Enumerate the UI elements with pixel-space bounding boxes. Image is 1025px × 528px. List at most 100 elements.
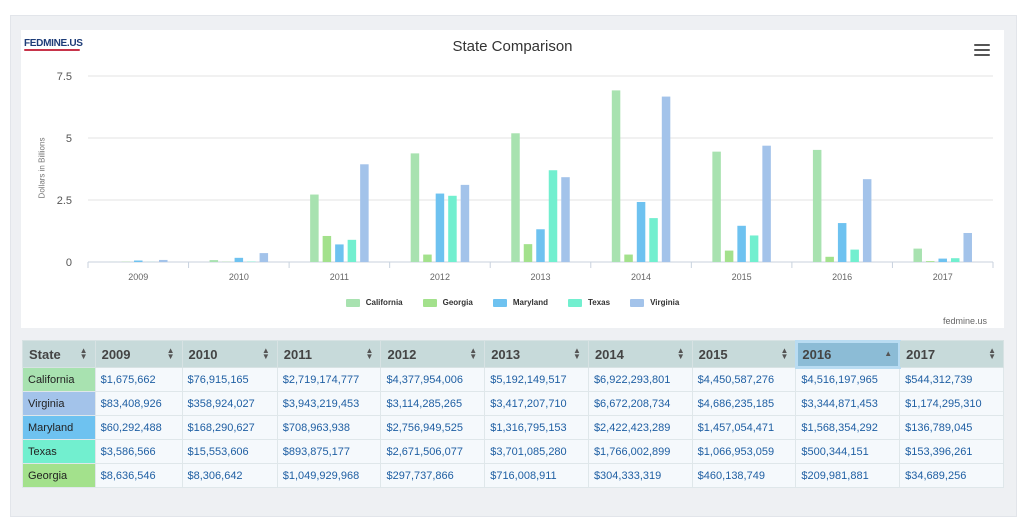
bar-maryland-2016 (837, 223, 847, 262)
bar-texas-2011 (347, 239, 357, 262)
legend-label: Texas (587, 298, 611, 307)
sort-icon: ▲ ▼ (469, 346, 478, 361)
x-tick-label: 2017 (933, 272, 953, 282)
column-header-2015[interactable]: 2015 ▲ ▼ (691, 340, 797, 368)
bar-virginia-2016 (862, 179, 872, 262)
chart-title: State Comparison (452, 38, 573, 55)
table-header-row: State ▲ ▼ 2009 ▲ ▼ 2010 ▲ ▼ 2011 ▲ ▼ 2012 ▲ ▼ 2013 ▲ ▼ 201… (22, 339, 1004, 369)
column-header-label: 2013 (491, 346, 521, 362)
column-header-2012[interactable]: 2012 ▲ ▼ (380, 340, 486, 368)
column-header-2016[interactable]: 2016 ▲ (794, 339, 901, 369)
table-row: Texas $3,586,566 $15,553,606 $893,875,177 $2… (22, 439, 1004, 464)
column-header-label: 2009 (101, 346, 131, 362)
bar-virginia-2012 (460, 184, 470, 262)
column-header-label: 2010 (188, 346, 218, 362)
state-cell: Texas (22, 439, 96, 464)
value-cell: $2,671,506,077 (380, 439, 486, 464)
value-cell: $83,408,926 (94, 391, 183, 416)
legend-label: Virginia (650, 298, 680, 307)
bar-georgia-2016 (825, 256, 834, 262)
bar-georgia-2017 (925, 261, 935, 262)
value-cell: $3,701,085,280 (484, 439, 589, 464)
value-cell: $1,675,662 (94, 367, 183, 392)
y-tick-label: 0 (66, 257, 72, 269)
value-cell: $1,066,953,059 (691, 439, 797, 464)
value-cell: $500,344,151 (795, 439, 901, 464)
state-cell: California (22, 367, 96, 392)
legend-item-virginia[interactable]: Virginia (630, 298, 679, 307)
bar-virginia-2013 (561, 177, 570, 262)
bar-texas-2013 (548, 170, 558, 262)
chart-legend: California Georgia Maryland Texas Virginia (0, 298, 1025, 307)
bar-texas-2015 (749, 235, 759, 262)
bar-georgia-2015 (724, 250, 734, 262)
bar-chart: 0 2.5 5 7.5 2009 2010 2011 2012 2013 2014 2015 2016… (57, 71, 994, 282)
legend-label: California (365, 298, 403, 307)
value-cell: $168,290,627 (181, 415, 278, 440)
bar-maryland-2012 (435, 193, 445, 262)
column-header-label: 2011 (283, 346, 312, 362)
bar-maryland-2010 (234, 257, 244, 262)
legend-item-california[interactable]: California (345, 298, 403, 307)
table-row: Maryland $60,292,488 $168,290,627 $708,963,… (22, 415, 1004, 440)
column-header-2010[interactable]: 2010 ▲ ▼ (181, 340, 278, 368)
value-cell: $304,333,319 (587, 463, 693, 488)
column-header-label: State (29, 346, 61, 362)
value-cell: $60,292,488 (94, 415, 183, 440)
value-cell: $3,344,871,453 (795, 391, 901, 416)
bar-maryland-2013 (536, 229, 545, 262)
value-cell: $358,924,027 (181, 391, 278, 416)
y-tick-label: 7.5 (57, 71, 72, 83)
legend-item-texas[interactable]: Texas (567, 298, 611, 307)
value-cell: $4,377,954,006 (380, 367, 486, 392)
column-header-state[interactable]: State ▲ ▼ (22, 340, 96, 368)
value-cell: $4,516,197,965 (795, 367, 901, 392)
column-header-2014[interactable]: 2014 ▲ ▼ (587, 340, 693, 368)
state-cell: Maryland (22, 415, 96, 440)
value-cell: $708,963,938 (276, 415, 382, 440)
value-cell: $2,756,949,525 (380, 415, 486, 440)
column-header-2009[interactable]: 2009 ▲ ▼ (94, 340, 183, 368)
column-header-2011[interactable]: 2011 ▲ ▼ (276, 340, 382, 368)
sort-icon: ▲ ▼ (780, 346, 789, 361)
logo-text: FEDMINE.US (24, 38, 83, 49)
bar-texas-2017 (950, 258, 960, 262)
value-cell: $893,875,177 (276, 439, 382, 464)
bar-california-2017 (913, 248, 922, 262)
bar-virginia-2015 (762, 145, 771, 262)
x-tick-label: 2011 (330, 272, 349, 282)
value-cell: $1,174,295,310 (899, 391, 1004, 416)
value-cell: $209,981,881 (795, 463, 901, 488)
value-cell: $1,316,795,153 (484, 415, 589, 440)
sort-ascending-icon: ▲ (884, 349, 893, 358)
x-tick-label: 2014 (631, 272, 651, 282)
bar-maryland-2014 (636, 201, 646, 262)
legend-item-maryland[interactable]: Maryland (492, 298, 548, 307)
x-tick-label: 2013 (530, 272, 550, 282)
bar-texas-2016 (850, 249, 859, 262)
column-header-2013[interactable]: 2013 ▲ ▼ (484, 340, 589, 368)
value-cell: $76,915,165 (181, 367, 278, 392)
value-cell: $4,450,587,276 (691, 367, 797, 392)
bar-maryland-2009 (134, 260, 143, 262)
value-cell: $3,114,285,265 (380, 391, 486, 416)
sort-icon: ▲ ▼ (79, 346, 88, 361)
value-cell: $3,586,566 (94, 439, 183, 464)
bar-texas-2012 (448, 195, 457, 262)
column-header-2017[interactable]: 2017 ▲ ▼ (899, 340, 1004, 368)
bar-california-2012 (410, 153, 420, 262)
logo-swoosh (24, 49, 80, 51)
bar-california-2013 (511, 133, 520, 262)
sort-icon: ▲ ▼ (988, 346, 996, 361)
bar-georgia-2012 (423, 254, 432, 262)
value-cell: $1,766,002,899 (587, 439, 693, 464)
x-tick-label: 2009 (128, 272, 148, 282)
column-header-label: 2016 (802, 346, 832, 362)
menu-icon[interactable] (974, 44, 990, 56)
y-tick-label: 2.5 (57, 195, 72, 207)
bar-virginia-2014 (661, 96, 671, 262)
value-cell: $1,049,929,968 (276, 463, 382, 488)
legend-item-georgia[interactable]: Georgia (422, 298, 473, 307)
x-tick-label: 2016 (832, 272, 852, 282)
column-header-label: 2014 (594, 346, 624, 362)
